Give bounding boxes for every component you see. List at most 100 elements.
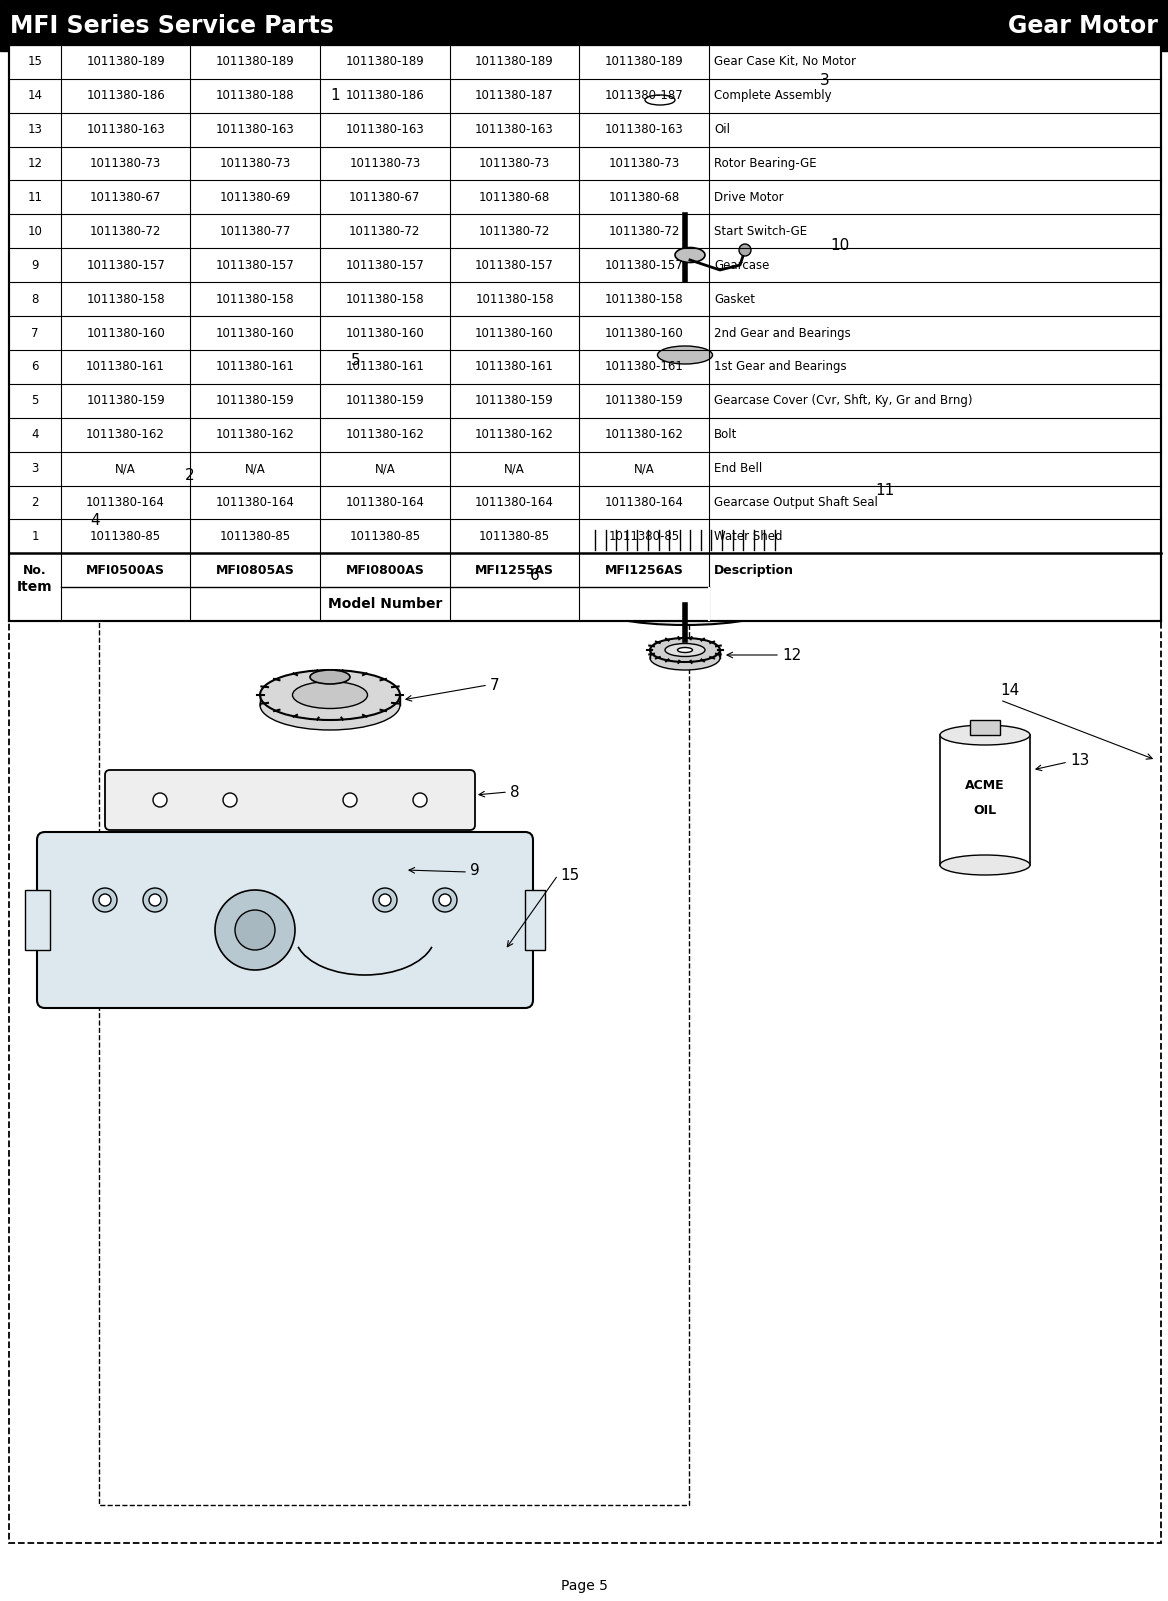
- Text: 2nd Gear and Bearings: 2nd Gear and Bearings: [714, 327, 850, 339]
- Text: MFI1255AS: MFI1255AS: [475, 564, 554, 576]
- Text: Gear Motor: Gear Motor: [1008, 14, 1157, 37]
- Text: MFI0805AS: MFI0805AS: [216, 564, 294, 576]
- Circle shape: [153, 792, 167, 807]
- Ellipse shape: [392, 568, 427, 581]
- Text: 1011380-188: 1011380-188: [216, 90, 294, 102]
- Bar: [708, 588, 710, 621]
- Text: Water Shed: Water Shed: [714, 530, 783, 543]
- Text: 1011380-161: 1011380-161: [475, 360, 554, 373]
- Ellipse shape: [380, 580, 440, 600]
- Ellipse shape: [310, 669, 350, 684]
- Ellipse shape: [355, 578, 465, 618]
- Text: 4: 4: [32, 427, 39, 442]
- Text: 1011380-85: 1011380-85: [220, 530, 291, 543]
- Text: 1011380-162: 1011380-162: [216, 427, 294, 442]
- Text: 1011380-157: 1011380-157: [216, 259, 294, 272]
- Text: No.: No.: [23, 564, 47, 576]
- Circle shape: [373, 889, 397, 913]
- Text: 2: 2: [186, 467, 195, 482]
- Text: 1011380-159: 1011380-159: [475, 394, 554, 407]
- Text: 1011380-72: 1011380-72: [609, 224, 680, 239]
- Text: 1011380-157: 1011380-157: [475, 259, 554, 272]
- Text: 9: 9: [32, 259, 39, 272]
- Text: MFI Series Service Parts: MFI Series Service Parts: [11, 14, 334, 37]
- Text: 1011380-164: 1011380-164: [475, 496, 554, 509]
- Ellipse shape: [296, 355, 495, 424]
- Text: 1011380-159: 1011380-159: [216, 394, 294, 407]
- Ellipse shape: [555, 66, 765, 134]
- Ellipse shape: [260, 669, 399, 720]
- Text: 1011380-187: 1011380-187: [475, 90, 554, 102]
- Text: 10: 10: [830, 237, 849, 253]
- Ellipse shape: [645, 94, 675, 106]
- Text: 1011380-164: 1011380-164: [346, 496, 424, 509]
- Text: 1011380-163: 1011380-163: [475, 123, 554, 136]
- Text: 1011380-68: 1011380-68: [609, 191, 680, 203]
- Text: 13: 13: [28, 123, 42, 136]
- Circle shape: [433, 889, 457, 913]
- Text: 1011380-158: 1011380-158: [216, 293, 294, 306]
- Text: 1011380-161: 1011380-161: [346, 360, 424, 373]
- Text: 1011380-158: 1011380-158: [605, 293, 683, 306]
- Text: ACME: ACME: [965, 778, 1004, 791]
- Bar: [590, 459, 780, 511]
- Text: 1011380-164: 1011380-164: [86, 496, 165, 509]
- Ellipse shape: [590, 255, 780, 295]
- Text: 5: 5: [350, 352, 360, 368]
- Text: 1011380-161: 1011380-161: [605, 360, 683, 373]
- Text: 1011380-157: 1011380-157: [346, 259, 424, 272]
- Text: 1011380-160: 1011380-160: [216, 327, 294, 339]
- Text: 1011380-72: 1011380-72: [479, 224, 550, 239]
- Text: 1011380-189: 1011380-189: [605, 56, 683, 69]
- Ellipse shape: [292, 682, 368, 709]
- Text: 1011380-72: 1011380-72: [90, 224, 161, 239]
- Text: 11: 11: [875, 482, 895, 498]
- Text: Start Switch-GE: Start Switch-GE: [714, 224, 807, 239]
- Bar: [969, 720, 1000, 735]
- Ellipse shape: [155, 99, 245, 130]
- Circle shape: [142, 889, 167, 913]
- Circle shape: [215, 890, 296, 970]
- Text: 1011380-160: 1011380-160: [346, 327, 424, 339]
- Text: Gear Case Kit, No Motor: Gear Case Kit, No Motor: [714, 56, 856, 69]
- Ellipse shape: [260, 680, 399, 730]
- Text: 1011380-187: 1011380-187: [605, 90, 683, 102]
- Text: 1011380-69: 1011380-69: [220, 191, 291, 203]
- Ellipse shape: [677, 647, 693, 653]
- Text: 1011380-72: 1011380-72: [349, 224, 420, 239]
- Text: Gearcase Cover (Cvr, Shft, Ky, Gr and Brng): Gearcase Cover (Cvr, Shft, Ky, Gr and Br…: [714, 394, 973, 407]
- Ellipse shape: [380, 384, 410, 395]
- Text: 5: 5: [32, 394, 39, 407]
- Text: Item: Item: [18, 580, 53, 594]
- Text: 14: 14: [1000, 682, 1020, 698]
- Text: 12: 12: [783, 647, 801, 663]
- Text: 8: 8: [32, 293, 39, 306]
- Text: 1011380-163: 1011380-163: [346, 123, 424, 136]
- Text: Description: Description: [714, 564, 794, 576]
- Text: Page 5: Page 5: [561, 1579, 607, 1593]
- Text: 1011380-85: 1011380-85: [349, 530, 420, 543]
- Text: 1011380-159: 1011380-159: [346, 394, 424, 407]
- Ellipse shape: [140, 375, 420, 544]
- Text: 1011380-73: 1011380-73: [90, 157, 161, 170]
- Text: Drive Motor: Drive Motor: [714, 191, 784, 203]
- Text: 1011380-67: 1011380-67: [90, 191, 161, 203]
- Text: 1011380-162: 1011380-162: [86, 427, 165, 442]
- Text: 1011380-160: 1011380-160: [605, 327, 683, 339]
- Text: N/A: N/A: [634, 463, 654, 475]
- Text: 1011380-163: 1011380-163: [86, 123, 165, 136]
- Text: End Bell: End Bell: [714, 463, 763, 475]
- Ellipse shape: [290, 427, 331, 453]
- Bar: [9, 45, 1161, 621]
- Text: 1011380-162: 1011380-162: [605, 427, 683, 442]
- Text: 6: 6: [530, 567, 540, 583]
- Text: Model Number: Model Number: [328, 597, 442, 612]
- Bar: [940, 735, 1030, 865]
- Text: 10: 10: [28, 224, 42, 239]
- Text: Complete Assembly: Complete Assembly: [714, 90, 832, 102]
- Text: Gearcase: Gearcase: [714, 259, 770, 272]
- Text: 1011380-159: 1011380-159: [86, 394, 165, 407]
- Ellipse shape: [590, 584, 780, 624]
- Bar: [590, 275, 780, 605]
- Bar: [99, 88, 689, 1505]
